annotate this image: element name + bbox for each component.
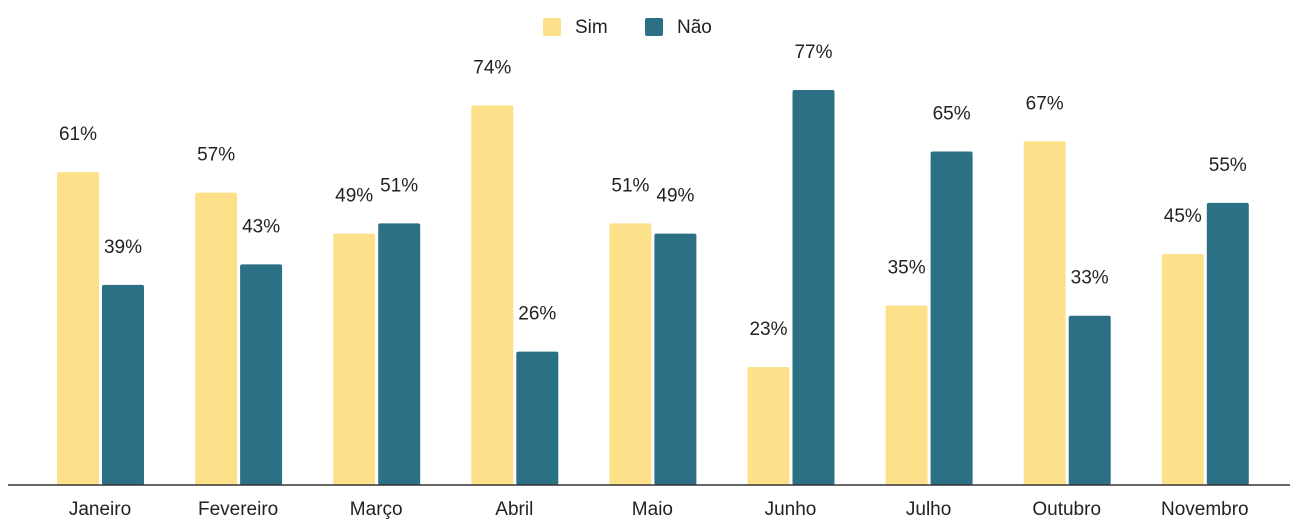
value-label: 65%	[933, 104, 971, 125]
bar	[471, 105, 514, 485]
bar	[1161, 254, 1204, 485]
x-tick-label: Junho	[765, 499, 817, 520]
bar	[609, 223, 652, 485]
value-label: 55%	[1209, 155, 1247, 176]
legend-swatch	[645, 18, 663, 36]
value-label: 51%	[611, 175, 649, 196]
value-label: 74%	[473, 57, 511, 78]
bar	[930, 151, 973, 486]
bar	[1023, 141, 1066, 486]
x-tick-label: Outubro	[1032, 499, 1101, 520]
bar	[333, 233, 376, 485]
value-label: 77%	[794, 42, 832, 63]
value-label: 49%	[335, 186, 373, 207]
bar	[240, 264, 283, 485]
bar	[378, 223, 421, 485]
value-label: 49%	[656, 186, 694, 207]
value-label: 26%	[518, 304, 556, 325]
x-tick-label: Novembro	[1161, 499, 1249, 520]
value-label: 45%	[1164, 206, 1202, 227]
x-tick-label: Abril	[495, 499, 533, 520]
value-label: 57%	[197, 145, 235, 166]
value-label: 39%	[104, 237, 142, 258]
bar	[654, 233, 697, 485]
bar	[57, 172, 99, 485]
x-tick-label: Maio	[632, 499, 673, 520]
legend-swatch	[543, 18, 561, 36]
bar	[102, 284, 144, 485]
value-label: 61%	[59, 124, 97, 145]
bar	[516, 351, 559, 485]
bar	[1206, 202, 1249, 485]
legend-label: Sim	[575, 17, 608, 38]
x-tick-label: Fevereiro	[198, 499, 278, 520]
bar	[195, 192, 238, 485]
bar	[885, 305, 928, 485]
value-label: 51%	[380, 175, 418, 196]
bar	[747, 367, 790, 485]
value-label: 67%	[1026, 93, 1064, 114]
value-label: 23%	[749, 319, 787, 340]
bar	[792, 89, 835, 486]
x-tick-label: Março	[350, 499, 403, 520]
legend-label: Não	[677, 17, 712, 38]
value-label: 43%	[242, 216, 280, 237]
bar	[1068, 315, 1111, 485]
value-label: 35%	[888, 257, 926, 278]
x-tick-label: Julho	[906, 499, 951, 520]
x-tick-label: Janeiro	[69, 499, 131, 520]
value-label: 33%	[1071, 268, 1109, 289]
